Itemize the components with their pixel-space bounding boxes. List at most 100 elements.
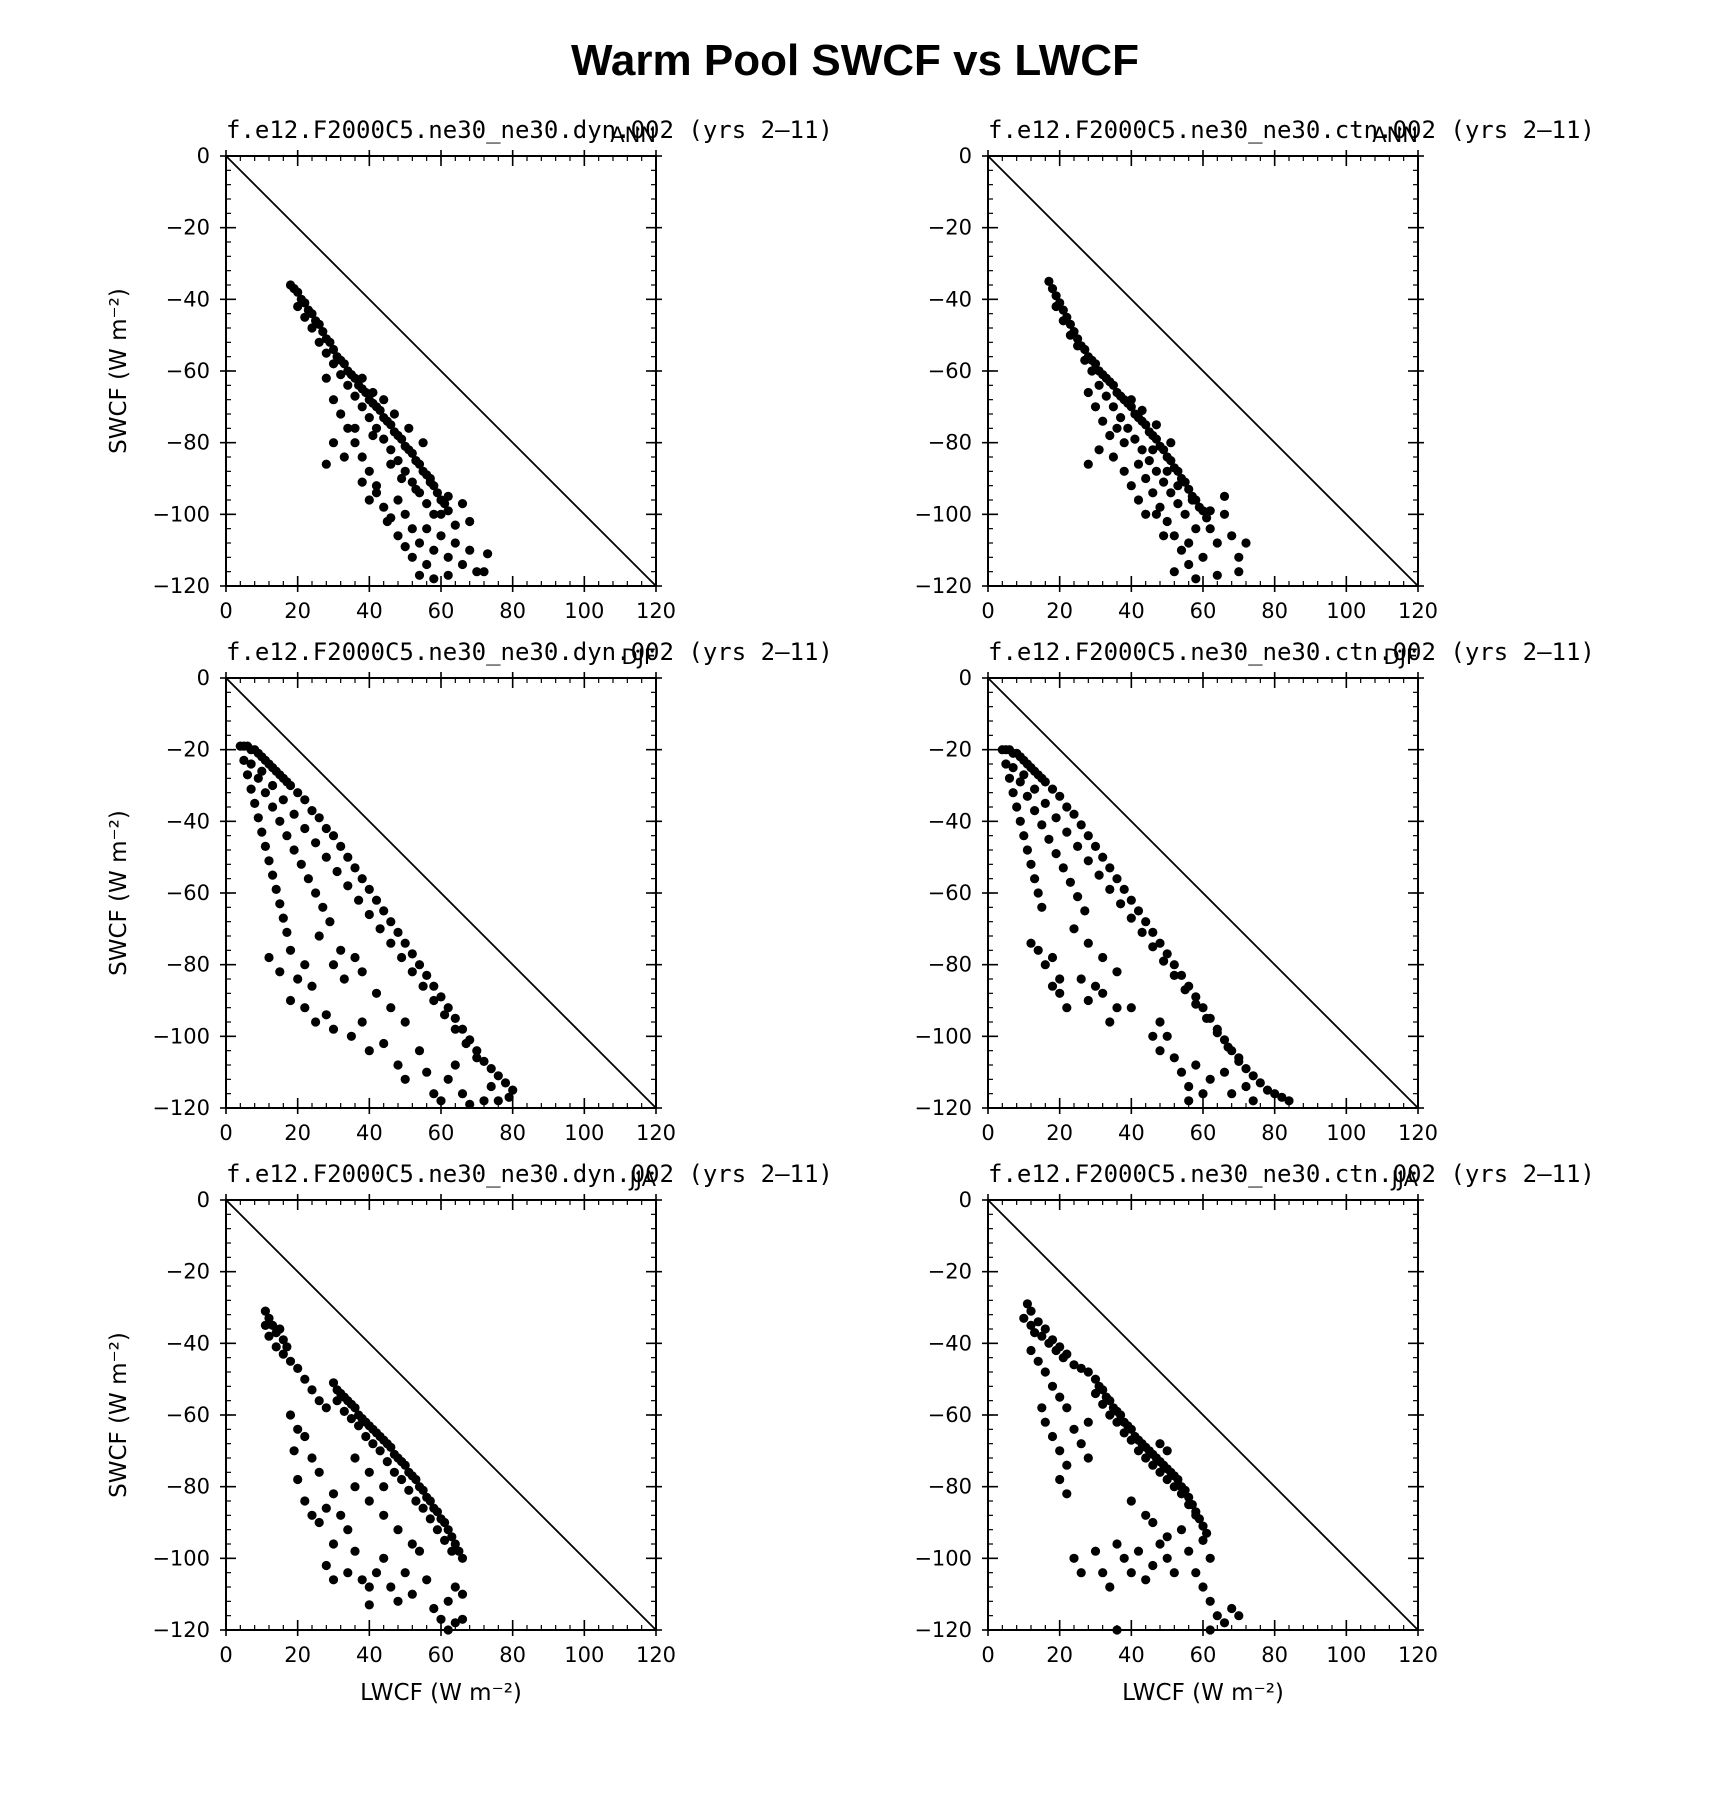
scatter-point <box>411 1474 421 1485</box>
scatter-point <box>303 874 313 884</box>
scatter-point <box>1076 974 1086 984</box>
x-tick-label: 100 <box>564 1121 604 1145</box>
scatter-point <box>1148 1031 1158 1041</box>
scatter-point <box>418 981 428 991</box>
scatter-point <box>1159 445 1169 455</box>
scatter-point <box>1026 1306 1036 1316</box>
scatter-point <box>354 1421 364 1431</box>
scatter-point <box>275 816 285 826</box>
scatter-point <box>1234 567 1244 577</box>
scatter-point <box>1162 1474 1172 1485</box>
scatter-point <box>314 931 324 941</box>
scatter-point <box>429 981 439 991</box>
scatter-point <box>1180 477 1190 487</box>
scatter-point <box>339 452 349 462</box>
x-axis-label: LWCF (W m⁻²) <box>1122 1680 1284 1706</box>
scatter-point <box>379 502 389 512</box>
scatter-point <box>425 1514 435 1524</box>
scatter-point <box>432 1525 442 1535</box>
scatter-point <box>1198 1003 1208 1013</box>
scatter-point <box>386 420 396 430</box>
scatter-point <box>257 766 267 776</box>
scatter-point <box>1151 434 1161 444</box>
scatter-point <box>400 542 410 552</box>
scatter-point <box>1180 509 1190 519</box>
y-tick-label: −120 <box>914 574 972 598</box>
scatter-point <box>493 1071 503 1081</box>
scatter-point <box>307 981 317 991</box>
scatter-point <box>382 516 392 527</box>
y-tick-label: −80 <box>166 1475 210 1499</box>
scatter-point <box>1166 438 1176 448</box>
scatter-point <box>285 780 296 791</box>
scatter-point <box>1055 1392 1065 1402</box>
scatter-point <box>397 434 407 444</box>
scatter-point <box>1019 831 1029 841</box>
scatter-point <box>1176 970 1187 981</box>
scatter-point <box>1037 902 1047 912</box>
scatter-point <box>346 1031 356 1041</box>
scatter-point <box>264 1331 274 1341</box>
panel-grid: 0 20 40 60 80 100 120 0 −20 −40 −60 −80 −100 −120 f.e1… <box>106 116 1595 1706</box>
scatter-point <box>1212 1028 1222 1038</box>
scatter-point <box>1155 1046 1165 1056</box>
scatter-point <box>357 477 367 487</box>
scatter-point <box>1205 1596 1215 1606</box>
scatter-point <box>1055 1446 1065 1456</box>
scatter-point <box>311 888 321 898</box>
scatter-point <box>1083 387 1093 398</box>
scatter-point <box>1062 1460 1072 1470</box>
scatter-point <box>1030 1328 1040 1338</box>
scatter-point <box>1087 366 1097 376</box>
scatter-point <box>1173 1474 1183 1485</box>
scatter-point <box>454 1546 464 1556</box>
scatter-point <box>436 1614 446 1624</box>
scatter-point <box>307 309 317 319</box>
scatter-point <box>264 856 274 866</box>
scatter-point <box>1126 1003 1136 1013</box>
scatter-point <box>386 938 396 948</box>
scatter-point <box>500 1078 511 1088</box>
scatter-point <box>239 755 249 766</box>
season-label: JJA <box>628 1167 657 1191</box>
scatter-point <box>418 1503 428 1513</box>
reference-diagonal-line <box>987 1199 1419 1631</box>
scatter-point <box>350 952 360 963</box>
x-tick-label: 120 <box>1398 1643 1438 1667</box>
scatter-point <box>307 1385 317 1395</box>
scatter-point <box>332 1396 342 1406</box>
scatter-point <box>1022 1299 1032 1309</box>
scatter-point <box>422 499 432 509</box>
scatter-point <box>1234 1611 1244 1621</box>
scatter-point <box>1090 1388 1101 1399</box>
x-tick-label: 80 <box>499 1121 526 1145</box>
scatter-point <box>328 438 339 448</box>
scatter-point <box>364 1600 374 1610</box>
scatter-point <box>407 1589 417 1599</box>
scatter-point <box>1184 538 1194 548</box>
scatter-point <box>1008 763 1018 773</box>
season-label: DJF <box>622 645 656 669</box>
x-tick-label: 100 <box>564 1643 604 1667</box>
scatter-point <box>407 967 417 977</box>
scatter-point <box>400 1568 410 1578</box>
scatter-point <box>328 344 339 355</box>
scatter-point <box>379 1482 389 1492</box>
scatter-point <box>364 884 374 895</box>
scatter-point <box>443 1525 453 1535</box>
scatter-point <box>321 459 331 469</box>
scatter-point <box>1141 1453 1151 1463</box>
scatter-point <box>1040 777 1050 787</box>
scatter-point <box>483 549 493 559</box>
y-tick-label: −100 <box>914 1546 972 1570</box>
scatter-point <box>1137 405 1147 415</box>
scatter-point <box>307 1453 317 1463</box>
scatter-point <box>1051 301 1061 312</box>
x-tick-label: 20 <box>1046 599 1073 623</box>
scatter-point <box>1169 531 1179 541</box>
scatter-point <box>1162 949 1172 959</box>
scatter-point <box>1223 1042 1233 1052</box>
x-tick-label: 60 <box>1190 1643 1217 1667</box>
scatter-point <box>493 1096 503 1106</box>
scatter-point <box>1173 466 1183 476</box>
